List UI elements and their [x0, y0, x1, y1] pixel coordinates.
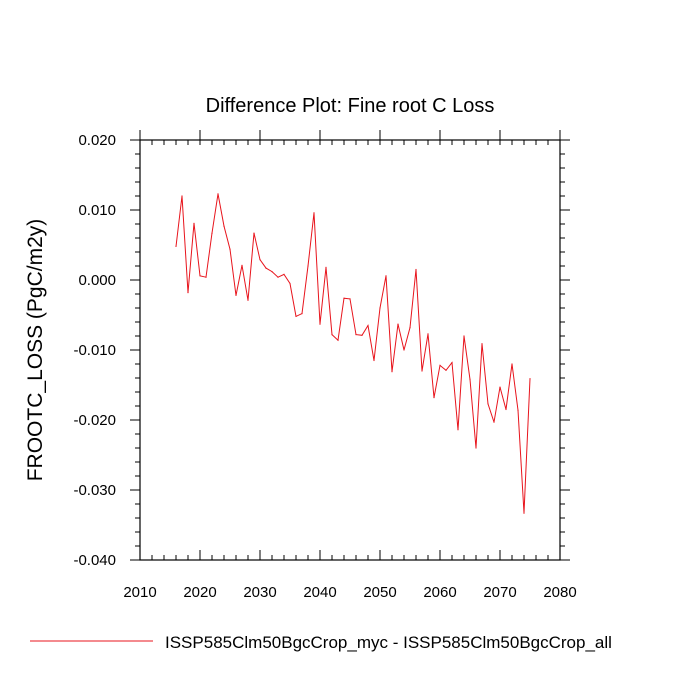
- data-point: [325, 266, 327, 268]
- data-point: [433, 397, 435, 399]
- data-point: [349, 298, 351, 300]
- data-point: [385, 275, 387, 277]
- data-point: [529, 378, 531, 380]
- data-point: [277, 276, 279, 278]
- data-point: [475, 447, 477, 449]
- x-tick-label: 2040: [303, 584, 336, 601]
- data-point: [259, 259, 261, 261]
- data-point: [409, 327, 411, 329]
- data-point: [403, 349, 405, 351]
- data-point: [469, 378, 471, 380]
- data-point: [511, 363, 513, 365]
- data-point: [463, 335, 465, 337]
- data-point: [295, 315, 297, 317]
- x-tick-label: 2020: [183, 584, 216, 601]
- data-point: [523, 512, 525, 514]
- data-point: [289, 282, 291, 285]
- y-tick-label: -0.020: [73, 412, 116, 429]
- data-point: [457, 429, 459, 431]
- series-layer: [175, 193, 531, 514]
- x-tick-label: 2060: [423, 584, 456, 601]
- x-tick-label: 2010: [123, 584, 156, 601]
- data-point: [445, 369, 447, 371]
- data-point: [337, 339, 339, 341]
- data-point: [175, 245, 177, 247]
- data-point: [505, 408, 507, 411]
- y-tick-label: -0.030: [73, 482, 116, 499]
- axis-ticks: 2010 2020 2030 2040 2050 2060 2070 2080 -0.040 -0…: [73, 130, 577, 601]
- data-point: [235, 294, 237, 296]
- data-point: [421, 370, 423, 372]
- y-tick-label: -0.040: [73, 552, 116, 569]
- data-point: [331, 334, 333, 336]
- legend-label: ISSP585Clm50BgcCrop_myc - ISSP585Clm50Bg…: [165, 633, 612, 652]
- legend: ISSP585Clm50BgcCrop_myc - ISSP585Clm50Bg…: [30, 633, 612, 652]
- data-point: [517, 409, 519, 411]
- data-point: [229, 248, 231, 250]
- y-tick-label: 0.000: [78, 272, 116, 289]
- y-tick-label: -0.010: [73, 342, 116, 359]
- data-point: [361, 334, 363, 336]
- data-point: [205, 276, 207, 278]
- data-point: [355, 334, 357, 336]
- data-point: [373, 359, 375, 362]
- data-point: [367, 324, 369, 327]
- data-point: [211, 232, 213, 234]
- data-point: [241, 264, 243, 266]
- data-point: [217, 193, 219, 195]
- data-point: [187, 292, 189, 294]
- data-point: [223, 225, 225, 227]
- data-point: [451, 362, 453, 364]
- x-tick-label: 2030: [243, 584, 276, 601]
- data-point: [265, 267, 267, 269]
- x-tick-label: 2070: [483, 584, 516, 601]
- data-point: [379, 307, 381, 309]
- data-point: [307, 265, 309, 267]
- x-tick-label: 2050: [363, 584, 396, 601]
- data-point: [283, 273, 285, 275]
- data-point: [271, 271, 273, 273]
- data-point: [301, 313, 303, 315]
- data-point: [415, 268, 417, 271]
- y-tick-label: 0.010: [78, 202, 116, 219]
- data-point: [247, 299, 249, 301]
- data-point: [193, 222, 195, 224]
- y-tick-label: 0.020: [78, 132, 116, 149]
- data-point: [313, 212, 315, 214]
- data-point: [487, 403, 489, 405]
- series-line: [175, 193, 531, 514]
- data-point: [427, 333, 429, 335]
- data-point: [199, 275, 201, 277]
- y-axis-label: FROOTC_LOSS (PgC/m2y): [24, 219, 47, 482]
- chart-title: Difference Plot: Fine root C Loss: [206, 95, 495, 117]
- data-point: [319, 323, 321, 325]
- data-point: [397, 323, 399, 325]
- data-point: [253, 232, 255, 234]
- data-point: [481, 343, 483, 345]
- data-point: [493, 421, 495, 423]
- plot-frame: [139, 139, 561, 561]
- data-point: [439, 364, 441, 366]
- data-point: [181, 195, 183, 197]
- x-tick-label: 2080: [543, 584, 576, 601]
- data-point: [391, 371, 393, 373]
- data-point: [343, 297, 345, 299]
- data-point: [499, 386, 501, 388]
